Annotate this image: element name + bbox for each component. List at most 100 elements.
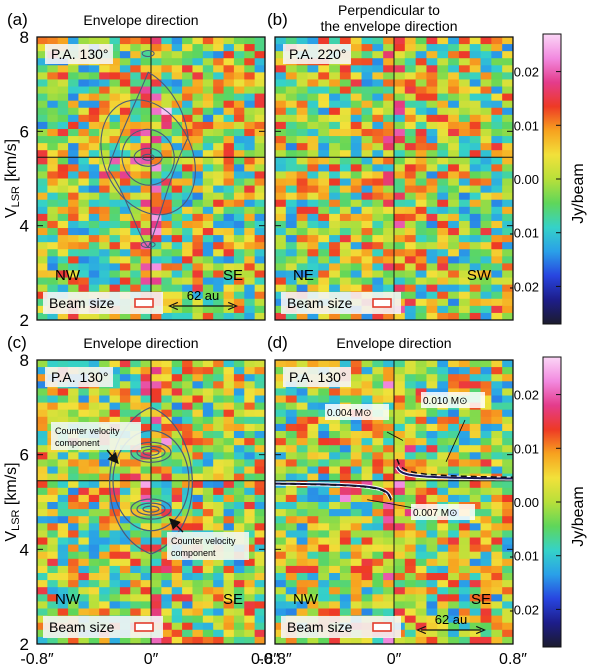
heatmap-cell xyxy=(119,409,131,418)
heatmap-cell xyxy=(254,100,265,109)
heatmap-cell xyxy=(275,136,287,144)
heatmap-cell xyxy=(202,494,214,503)
heatmap-cell xyxy=(99,72,111,81)
heatmap-cell xyxy=(480,416,492,425)
heatmap-cell xyxy=(307,608,319,617)
heatmap-cell xyxy=(254,114,265,123)
heatmap-cell xyxy=(383,551,395,560)
heatmap-cell xyxy=(57,284,69,293)
heatmap-cell xyxy=(151,93,162,102)
heatmap-cell xyxy=(339,256,352,264)
heatmap-cell xyxy=(350,114,363,123)
heatmap-cell xyxy=(469,107,482,116)
heatmap-cell xyxy=(469,502,482,510)
heatmap-cell xyxy=(99,509,111,517)
heatmap-cell xyxy=(68,558,80,567)
heatmap-cell xyxy=(448,128,460,137)
heatmap-cell xyxy=(383,558,395,567)
heatmap-cell xyxy=(140,537,152,546)
heatmap-cell xyxy=(140,86,152,95)
heatmap-cell xyxy=(254,128,265,137)
heatmap-cell xyxy=(469,438,482,446)
heatmap-cell xyxy=(502,629,513,638)
direction-label-left: NW xyxy=(293,591,319,608)
heatmap-cell xyxy=(404,587,417,595)
heatmap-cell xyxy=(254,44,265,52)
heatmap-cell xyxy=(383,445,395,453)
heatmap-cell xyxy=(448,263,460,272)
heatmap-cell xyxy=(171,143,183,151)
heatmap-cell xyxy=(329,312,341,320)
heatmap-cell xyxy=(254,86,265,95)
heatmap-cell xyxy=(329,164,341,173)
heatmap-cell xyxy=(109,551,121,560)
heatmap-cell xyxy=(491,601,503,610)
heatmap-cell xyxy=(37,178,48,187)
heatmap-cell xyxy=(37,312,48,320)
heatmap-cell xyxy=(244,466,256,475)
heatmap-cell xyxy=(182,79,194,88)
heatmap-cell xyxy=(99,150,111,158)
heatmap-cell xyxy=(68,235,80,243)
heatmap-cell xyxy=(339,416,352,425)
heatmap-cell xyxy=(182,249,194,257)
heatmap-cell xyxy=(119,143,131,151)
heatmap-cell xyxy=(47,242,59,250)
heatmap-cell xyxy=(171,388,183,397)
heatmap-cell xyxy=(37,459,48,468)
heatmap-cell xyxy=(47,551,59,560)
heatmap-cell xyxy=(329,206,341,215)
heatmap-cell xyxy=(502,402,513,411)
heatmap-cell xyxy=(404,249,417,257)
heatmap-cell xyxy=(37,242,48,250)
heatmap-cell xyxy=(339,164,352,173)
heatmap-cell xyxy=(448,558,460,567)
heatmap-cell xyxy=(285,72,298,81)
heatmap-cell xyxy=(151,544,162,553)
heatmap-cell xyxy=(502,220,513,229)
heatmap-cell xyxy=(361,431,373,439)
heatmap-cell xyxy=(296,573,309,581)
heatmap-cell xyxy=(202,367,214,375)
heatmap-cell xyxy=(350,199,363,208)
keplerian-curve xyxy=(396,466,513,480)
heatmap-cell xyxy=(491,235,503,243)
heatmap-cell xyxy=(383,220,395,229)
heatmap-cell xyxy=(233,284,245,293)
heatmap-cell xyxy=(383,431,395,439)
heatmap-cell xyxy=(296,72,309,81)
heatmap-cell xyxy=(307,523,319,531)
heatmap-cell xyxy=(372,494,384,503)
heatmap-cell xyxy=(404,374,417,382)
heatmap-cell xyxy=(285,86,298,95)
heatmap-cell xyxy=(491,423,503,432)
heatmap-cell xyxy=(307,249,319,257)
heatmap-cell xyxy=(275,594,287,602)
model-contour xyxy=(136,445,166,459)
heatmap-cell xyxy=(502,367,513,375)
heatmap-cell xyxy=(329,185,341,194)
heatmap-cell xyxy=(233,171,245,180)
heatmap-cell xyxy=(361,551,373,560)
heatmap-cell xyxy=(307,100,319,109)
heatmap-cell xyxy=(151,312,162,320)
heatmap-cell xyxy=(99,121,111,130)
heatmap-cell xyxy=(254,622,265,631)
heatmap-cell xyxy=(350,65,363,73)
heatmap-cell xyxy=(88,37,100,45)
heatmap-cell xyxy=(119,65,131,73)
heatmap-cell xyxy=(68,86,80,95)
heatmap-cell xyxy=(233,206,245,215)
heatmap-cell xyxy=(68,199,80,208)
heatmap-cell xyxy=(404,622,417,631)
heatmap-cell xyxy=(394,220,406,229)
heatmap-cell xyxy=(78,480,90,489)
heatmap-cell xyxy=(307,445,319,453)
heatmap-cell xyxy=(480,242,492,250)
heatmap-cell xyxy=(296,636,309,644)
heatmap-cell xyxy=(350,235,363,243)
heatmap-cell xyxy=(213,58,225,66)
heatmap-cell xyxy=(47,312,59,320)
heatmap-cell xyxy=(480,523,492,531)
heatmap-cell xyxy=(223,473,235,482)
